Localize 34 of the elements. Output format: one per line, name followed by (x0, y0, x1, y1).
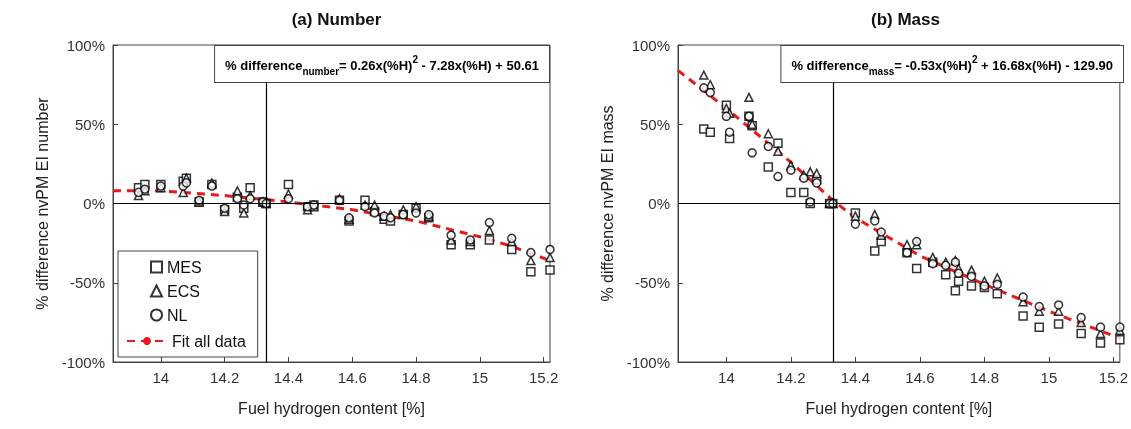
y-tick-label: 0% (83, 195, 105, 212)
x-tick-label: 14.2 (210, 369, 240, 386)
y-tick-label: 0% (648, 195, 670, 212)
y-tick-label: -100% (626, 353, 670, 371)
x-axis-title: Fuel hydrogen content [%] (805, 399, 993, 417)
x-tick-label: 14 (718, 369, 735, 386)
y-axis-title: % difference nvPM EI mass (599, 105, 617, 302)
y-tick-label: 100% (631, 36, 670, 54)
legend-label: Fit all data (172, 332, 246, 350)
y-axis-title: % difference nvPM EI number (34, 96, 52, 310)
x-tick-label: 15.2 (1098, 369, 1128, 386)
x-tick-label: 14.6 (905, 369, 935, 386)
x-tick-label: 15 (471, 369, 489, 386)
x-tick-label: 14 (152, 369, 170, 386)
y-tick-label: -100% (61, 353, 105, 371)
legend-label: MES (167, 258, 202, 276)
x-axis-title: Fuel hydrogen content [%] (238, 399, 425, 417)
legend-label: ECS (167, 282, 200, 300)
y-tick-label: 50% (74, 115, 105, 133)
x-tick-label: 14.4 (840, 369, 870, 386)
y-tick-label: -50% (69, 274, 105, 292)
chart-title: (b) Mass (871, 10, 940, 29)
x-tick-label: 14.8 (401, 369, 431, 386)
x-tick-label: 14.2 (776, 369, 806, 386)
y-tick-label: 100% (66, 36, 105, 54)
x-tick-label: 14.8 (969, 369, 999, 386)
legend-label: NL (167, 306, 188, 324)
x-tick-label: 15.2 (529, 369, 559, 386)
y-tick-label: 50% (639, 115, 670, 133)
x-tick-label: 14.6 (337, 369, 367, 386)
x-tick-label: 15 (1040, 369, 1058, 386)
chart-title: (a) Number (291, 10, 382, 29)
y-tick-label: -50% (634, 274, 670, 292)
x-tick-label: 14.4 (273, 369, 304, 386)
